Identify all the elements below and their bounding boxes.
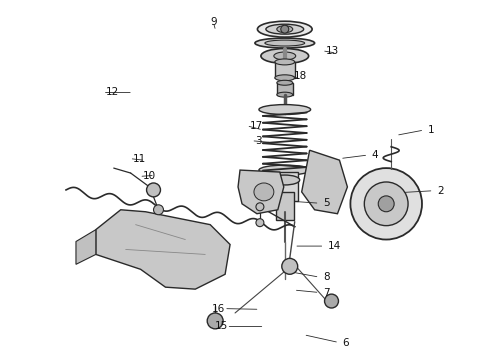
Text: 18: 18 [294, 71, 307, 81]
Circle shape [207, 313, 223, 329]
Circle shape [324, 294, 339, 308]
Ellipse shape [274, 52, 295, 60]
Circle shape [281, 25, 289, 33]
Text: 11: 11 [133, 154, 146, 163]
Text: 5: 5 [323, 198, 330, 208]
Text: 10: 10 [143, 171, 156, 181]
Text: 16: 16 [212, 303, 225, 314]
Text: 3: 3 [255, 136, 261, 146]
Ellipse shape [277, 80, 293, 85]
Text: 7: 7 [323, 288, 330, 297]
Ellipse shape [270, 175, 300, 185]
Ellipse shape [266, 24, 304, 34]
Text: 9: 9 [210, 17, 217, 27]
Circle shape [153, 205, 164, 215]
Text: 6: 6 [343, 338, 349, 347]
Polygon shape [76, 230, 96, 264]
Ellipse shape [255, 38, 315, 48]
Polygon shape [238, 170, 284, 214]
Text: 1: 1 [428, 125, 434, 135]
Text: 17: 17 [250, 121, 263, 131]
Text: 14: 14 [328, 241, 341, 251]
Circle shape [282, 258, 298, 274]
Text: 4: 4 [372, 150, 378, 160]
Bar [275, 62, 294, 78]
Circle shape [365, 182, 408, 226]
Bar [277, 83, 293, 95]
Polygon shape [302, 150, 347, 214]
Circle shape [256, 203, 264, 211]
Circle shape [256, 219, 264, 227]
Text: 15: 15 [215, 321, 228, 332]
Ellipse shape [265, 40, 305, 46]
Text: 12: 12 [106, 87, 120, 98]
Ellipse shape [275, 59, 294, 65]
Ellipse shape [254, 183, 274, 201]
Text: 2: 2 [438, 186, 444, 196]
Bar [272, 172, 298, 201]
Bar [276, 192, 294, 220]
Ellipse shape [259, 165, 311, 175]
Ellipse shape [275, 75, 294, 81]
Ellipse shape [277, 26, 293, 33]
Circle shape [378, 196, 394, 212]
Ellipse shape [257, 21, 312, 37]
Text: 13: 13 [325, 46, 339, 56]
Circle shape [147, 183, 161, 197]
Ellipse shape [261, 49, 309, 63]
Ellipse shape [277, 92, 293, 97]
Text: 8: 8 [323, 272, 330, 282]
Circle shape [350, 168, 422, 239]
Polygon shape [96, 210, 230, 289]
Ellipse shape [259, 105, 311, 114]
